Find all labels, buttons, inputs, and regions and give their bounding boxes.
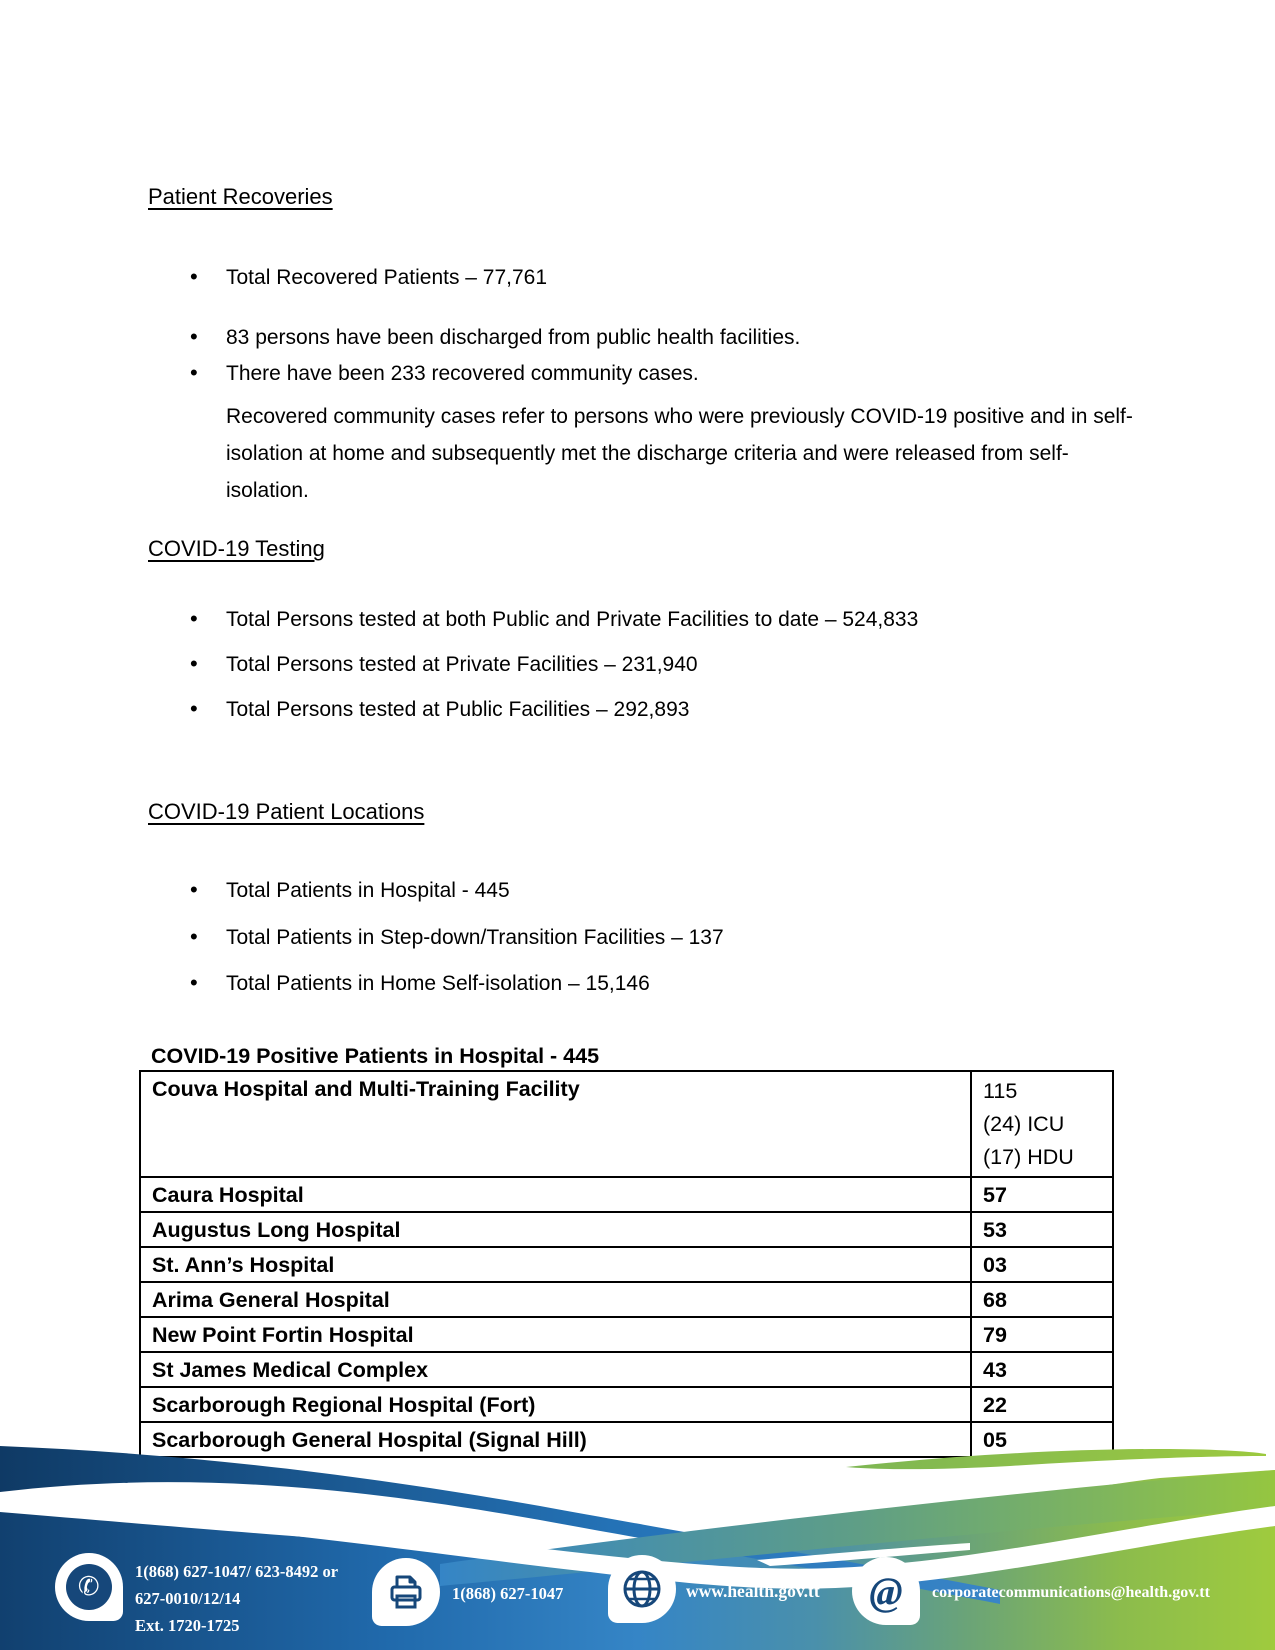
- email-text: corporatecommunications@health.gov.tt: [932, 1584, 1210, 1601]
- bullet-text: Total Patients in Hospital - 445: [226, 879, 510, 902]
- count-cell: 22: [970, 1386, 1114, 1423]
- table-row: St James Medical Complex 43: [139, 1351, 1114, 1388]
- section-heading-covid19-testing: COVID-19 Testing: [148, 536, 325, 561]
- count-cell: 79: [970, 1316, 1114, 1353]
- facility-cell: Arima General Hospital: [139, 1281, 972, 1318]
- footer-wave-banner: ✆ 1(868) 627-1047/ 623-8492 or 627-0010/…: [0, 1440, 1275, 1650]
- bullet-text: 83 persons have been discharged from pub…: [226, 326, 801, 349]
- phone-icon: ✆: [55, 1553, 123, 1621]
- table-row: Couva Hospital and Multi-Training Facili…: [139, 1070, 1114, 1178]
- count-cell: 57: [970, 1176, 1114, 1213]
- table-row: New Point Fortin Hospital 79: [139, 1316, 1114, 1353]
- bullet-discharged: 83 persons have been discharged from pub…: [190, 323, 1180, 351]
- bullet-community-recovered: There have been 233 recovered community …: [190, 359, 1180, 387]
- bullet-patients-hospital: Total Patients in Hospital - 445: [190, 876, 1180, 904]
- section-heading-patient-recoveries: Patient Recoveries: [148, 184, 333, 209]
- at-glyph: @: [869, 1568, 903, 1614]
- count-cell: 115 (24) ICU (17) HDU: [970, 1070, 1114, 1178]
- table-row: Caura Hospital 57: [139, 1176, 1114, 1213]
- phone-line: 627-0010/12/14: [135, 1589, 241, 1608]
- phone-line: 1(868) 627-1047/ 623-8492 or: [135, 1562, 339, 1581]
- bullet-patients-stepdown: Total Patients in Step-down/Transition F…: [190, 923, 1180, 951]
- bullet-text: Total Persons tested at Private Faciliti…: [226, 653, 698, 676]
- fax-printer-icon: [372, 1558, 440, 1626]
- bullet-text: Total Persons tested at Public Facilitie…: [226, 698, 690, 721]
- note-paragraph: Recovered community cases refer to perso…: [226, 405, 1133, 502]
- bullet-text: There have been 233 recovered community …: [226, 362, 699, 385]
- bullet-text: Total Recovered Patients – 77,761: [226, 266, 548, 289]
- count-line: (24) ICU: [983, 1112, 1065, 1136]
- facility-cell: Augustus Long Hospital: [139, 1211, 972, 1248]
- count-cell: 68: [970, 1281, 1114, 1318]
- count-cell: 03: [970, 1246, 1114, 1283]
- bullet-text: Total Persons tested at both Public and …: [226, 608, 919, 631]
- facility-cell: St James Medical Complex: [139, 1351, 972, 1388]
- bullet-text: Total Patients in Step-down/Transition F…: [226, 926, 724, 949]
- table-row: Arima General Hospital 68: [139, 1281, 1114, 1318]
- facility-cell: Couva Hospital and Multi-Training Facili…: [139, 1070, 972, 1178]
- facility-cell: Scarborough Regional Hospital (Fort): [139, 1386, 972, 1423]
- facility-cell: St. Ann’s Hospital: [139, 1246, 972, 1283]
- website-text: www.health.gov.tt: [686, 1581, 820, 1601]
- email-at-icon: @: [852, 1557, 920, 1625]
- globe-icon: [608, 1555, 676, 1623]
- phone-numbers-text: 1(868) 627-1047/ 623-8492 or 627-0010/12…: [135, 1558, 338, 1639]
- facility-cell: Scarborough General Hospital (Signal Hil…: [139, 1421, 972, 1458]
- count-line: (17) HDU: [983, 1145, 1074, 1169]
- table-row: St. Ann’s Hospital 03: [139, 1246, 1114, 1283]
- bullet-tested-total: Total Persons tested at both Public and …: [190, 605, 1180, 633]
- bullet-text: Total Patients in Home Self-isolation – …: [226, 972, 650, 995]
- count-cell: 43: [970, 1351, 1114, 1388]
- table-row: Scarborough Regional Hospital (Fort) 22: [139, 1386, 1114, 1423]
- bullet-patients-home: Total Patients in Home Self-isolation – …: [190, 969, 1180, 997]
- phone-handset-glyph: ✆: [66, 1564, 112, 1610]
- count-cell: 53: [970, 1211, 1114, 1248]
- facility-cell: New Point Fortin Hospital: [139, 1316, 972, 1353]
- table-row: Scarborough General Hospital (Signal Hil…: [139, 1421, 1114, 1458]
- table-row: Augustus Long Hospital 53: [139, 1211, 1114, 1248]
- hospital-table-title: COVID-19 Positive Patients in Hospital -…: [151, 1044, 600, 1068]
- count-line: 115: [983, 1079, 1018, 1103]
- bullet-tested-public: Total Persons tested at Public Facilitie…: [190, 695, 1180, 723]
- fax-number-text: 1(868) 627-1047: [452, 1584, 564, 1603]
- bullet-tested-private: Total Persons tested at Private Faciliti…: [190, 650, 1180, 678]
- hospital-table: Couva Hospital and Multi-Training Facili…: [139, 1070, 1114, 1458]
- facility-cell: Caura Hospital: [139, 1176, 972, 1213]
- section-heading-patient-locations: COVID-19 Patient Locations: [148, 799, 425, 824]
- phone-line: Ext. 1720-1725: [135, 1616, 240, 1635]
- bullet-total-recovered: Total Recovered Patients – 77,761: [190, 263, 1180, 291]
